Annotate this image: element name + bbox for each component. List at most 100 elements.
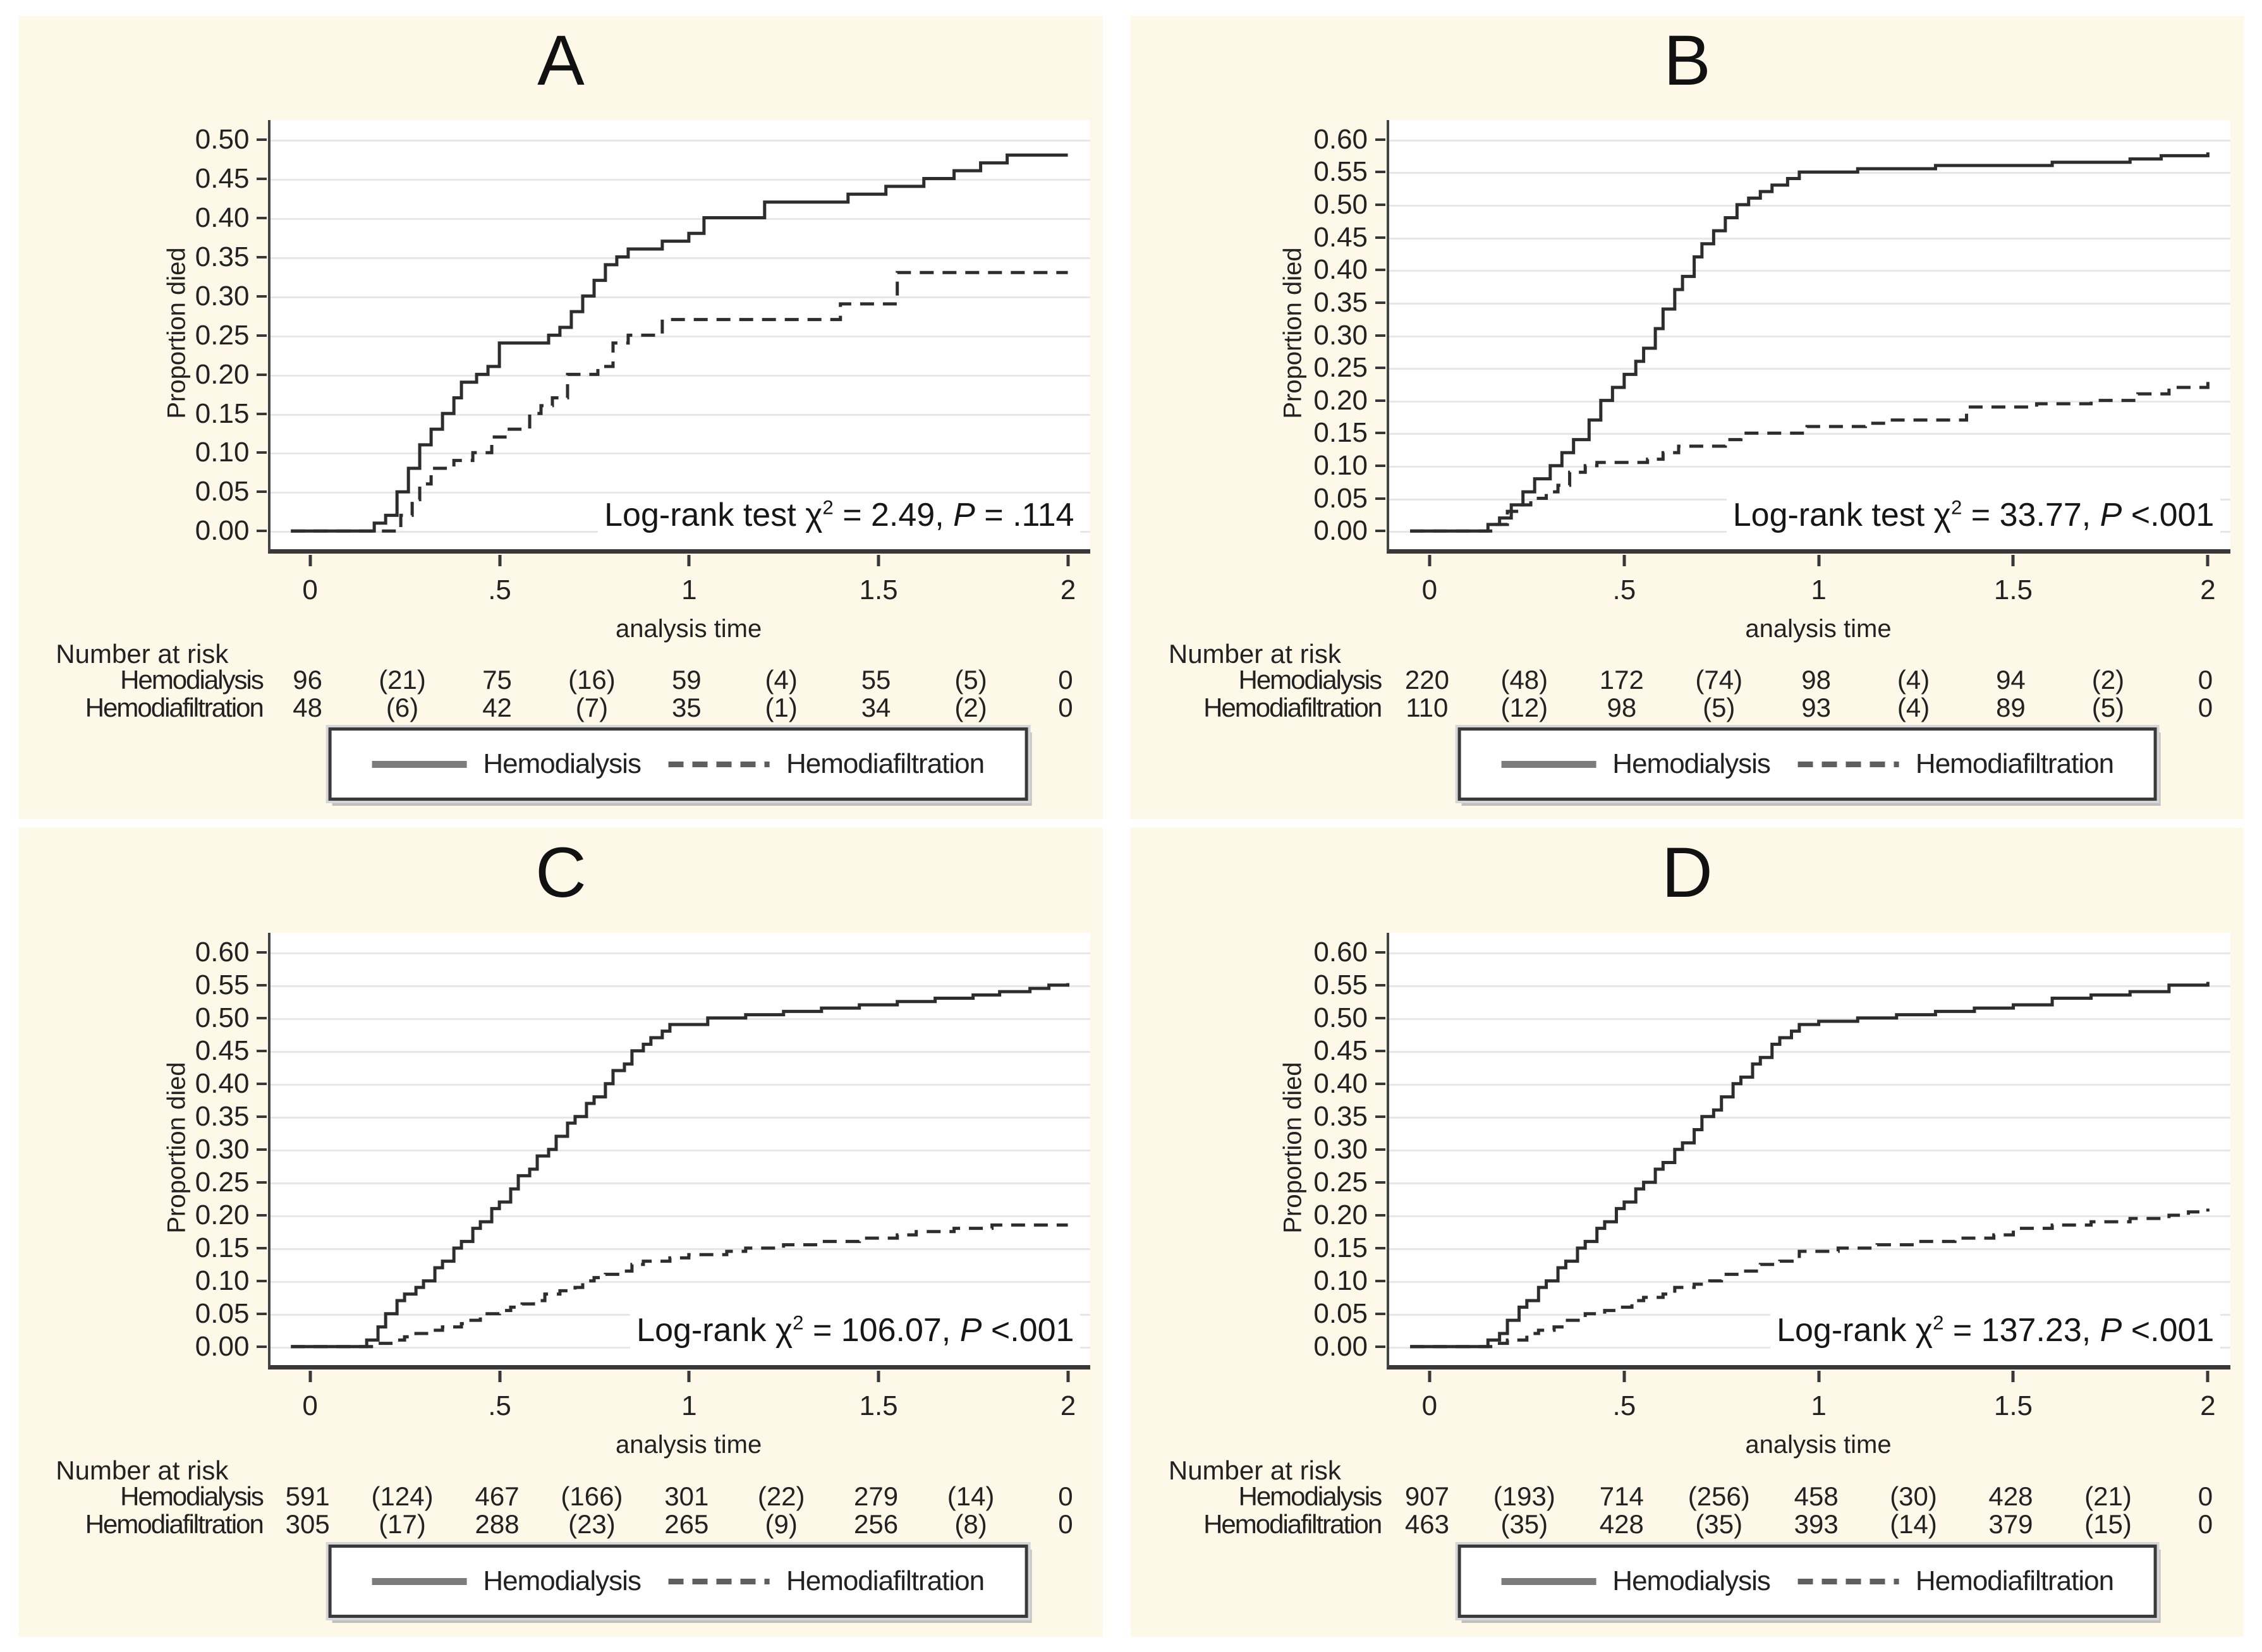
risk-value: (4): [765, 664, 798, 695]
y-tick-mark: [1375, 1148, 1386, 1151]
x-tick-label: 2: [2200, 1390, 2216, 1421]
dashed-line-key-icon: [1797, 761, 1899, 767]
legend-label: Hemodialysis: [483, 1565, 642, 1597]
y-tick-label: 0.55: [1313, 156, 1368, 188]
solid-line-key-icon: [372, 1577, 467, 1585]
risk-value: (17): [379, 1509, 426, 1540]
y-tick-mark: [257, 984, 267, 987]
legend-label: Hemodiafiltration: [1915, 1565, 2114, 1597]
y-tick-label: 0.30: [1313, 1134, 1368, 1165]
x-tick-label: 1.5: [859, 1390, 898, 1421]
legend-label: Hemodiafiltration: [786, 1565, 985, 1597]
km-panel: B Proportion died 0.00 0.05 0.10 0.15 0.20 0.…: [1131, 16, 2244, 819]
km-panel: C Proportion died 0.00 0.05 0.10 0.15 0.20 0.…: [19, 828, 1103, 1637]
log-rank-annotation: Log-rank test χ2 = 33.77, P <.001: [1726, 493, 2221, 537]
risk-row-label: Hemodiafiltration: [85, 1509, 264, 1540]
risk-value: (4): [1897, 664, 1930, 695]
y-tick-mark: [257, 1247, 267, 1250]
legend: Hemodialysis Hemodiafiltration: [328, 727, 1028, 801]
km-panel: A Proportion died 0.00 0.05 0.10 0.15 0.20 0.…: [19, 16, 1103, 819]
legend-entry-hemodialysis: Hemodialysis: [372, 748, 642, 780]
x-tick-mark: [1428, 1370, 1432, 1382]
y-tick-mark: [257, 1313, 267, 1316]
gridline: [1389, 1084, 2231, 1086]
y-axis-label: Proportion died: [162, 247, 191, 419]
risk-row: Hemodialysis 96 (21) 75 (16) 59 (4) 55 (5) 0: [19, 665, 1103, 695]
y-tick-mark: [1375, 951, 1386, 954]
risk-row-label: Hemodialysis: [1238, 664, 1382, 695]
y-tick-mark: [1375, 1280, 1386, 1283]
dashed-line-key-icon: [668, 1578, 770, 1584]
y-tick-mark: [1375, 465, 1386, 468]
y-tick-label: 0.45: [1313, 221, 1368, 253]
gridline: [1389, 1281, 2231, 1284]
log-rank-annotation: Log-rank χ2 = 137.23, P <.001: [1770, 1309, 2221, 1352]
x-tick-label: .5: [488, 574, 511, 605]
gridline: [271, 178, 1090, 181]
x-tick-label: 0: [302, 1390, 318, 1421]
panel-title: D: [1662, 833, 1713, 913]
gridline: [1389, 1150, 2231, 1152]
gridline: [271, 374, 1090, 377]
hemodialysis-curve: [291, 983, 1068, 1347]
risk-row-values: 463 (35) 428 (35) 393 (14) 379 (15) 0: [1387, 1509, 2228, 1539]
y-tick-mark: [257, 295, 267, 298]
y-tick-label: 0.20: [1313, 1200, 1368, 1231]
risk-value: 0: [1058, 692, 1073, 722]
dashed-line-key-icon: [668, 761, 770, 767]
y-tick-label: 0.25: [195, 1167, 250, 1198]
risk-value: 458: [1794, 1481, 1839, 1512]
risk-value: (30): [1890, 1481, 1937, 1512]
y-tick-label: 0.00: [1313, 1331, 1368, 1363]
y-tick-mark: [1375, 1083, 1386, 1086]
y-tick-label: 0.60: [1313, 937, 1368, 968]
p-value-label: P: [2100, 1312, 2122, 1349]
risk-row: Hemodiafiltration 305 (17) 288 (23) 265 (9) 256…: [19, 1509, 1103, 1539]
risk-value: 256: [854, 1509, 899, 1540]
risk-value: 379: [1988, 1509, 2033, 1540]
y-tick-mark: [257, 1280, 267, 1283]
y-tick-mark: [257, 177, 267, 180]
x-tick-mark: [1428, 554, 1432, 566]
risk-value: (16): [568, 664, 616, 695]
y-tick-mark: [257, 1050, 267, 1053]
y-tick-mark: [257, 951, 267, 954]
chi-square-exponent: 2: [1950, 496, 1962, 519]
y-tick-label: 0.10: [1313, 450, 1368, 482]
x-tick-label: .5: [1612, 1390, 1636, 1421]
risk-value: 0: [2198, 1481, 2213, 1512]
x-tick-label: 2: [1060, 1390, 1076, 1421]
gridline: [271, 1281, 1090, 1284]
y-tick-label: 0.25: [1313, 1167, 1368, 1198]
gridline: [1389, 270, 2231, 272]
risk-value: (8): [954, 1509, 987, 1540]
y-tick-mark: [1375, 530, 1386, 533]
x-tick-mark: [877, 554, 880, 566]
risk-row-label: Hemodiafiltration: [1203, 1509, 1382, 1540]
survival-curves: [1389, 933, 2230, 1365]
x-tick-mark: [1817, 554, 1821, 566]
y-tick-label: 0.15: [195, 1232, 250, 1264]
y-tick-label: 0.00: [1313, 515, 1368, 547]
risk-value: (48): [1500, 664, 1548, 695]
x-tick-label: 0: [302, 574, 318, 605]
y-tick-label: 0.15: [195, 398, 250, 429]
y-tick-label: 0.25: [1313, 352, 1368, 384]
gridline: [271, 1018, 1090, 1021]
risk-value: 907: [1404, 1481, 1449, 1512]
risk-value: 0: [2198, 664, 2213, 695]
risk-value: (22): [757, 1481, 805, 1512]
risk-value: (6): [386, 692, 419, 722]
y-tick-mark: [1375, 367, 1386, 370]
x-tick-label: 1: [681, 574, 697, 605]
y-tick-mark: [257, 1115, 267, 1119]
risk-value: (35): [1695, 1509, 1743, 1540]
y-tick-label: 0.55: [195, 969, 250, 1001]
y-tick-label: 0.50: [195, 123, 250, 155]
y-tick-label: 0.20: [1313, 384, 1368, 416]
x-tick-mark: [308, 554, 312, 566]
legend-entry-hemodialysis: Hemodialysis: [1501, 1565, 1771, 1597]
y-tick-mark: [257, 1181, 267, 1184]
risk-row-label: Hemodialysis: [120, 1481, 264, 1512]
risk-row-values: 907 (193) 714 (256) 458 (30) 428 (21) 0: [1387, 1481, 2228, 1511]
